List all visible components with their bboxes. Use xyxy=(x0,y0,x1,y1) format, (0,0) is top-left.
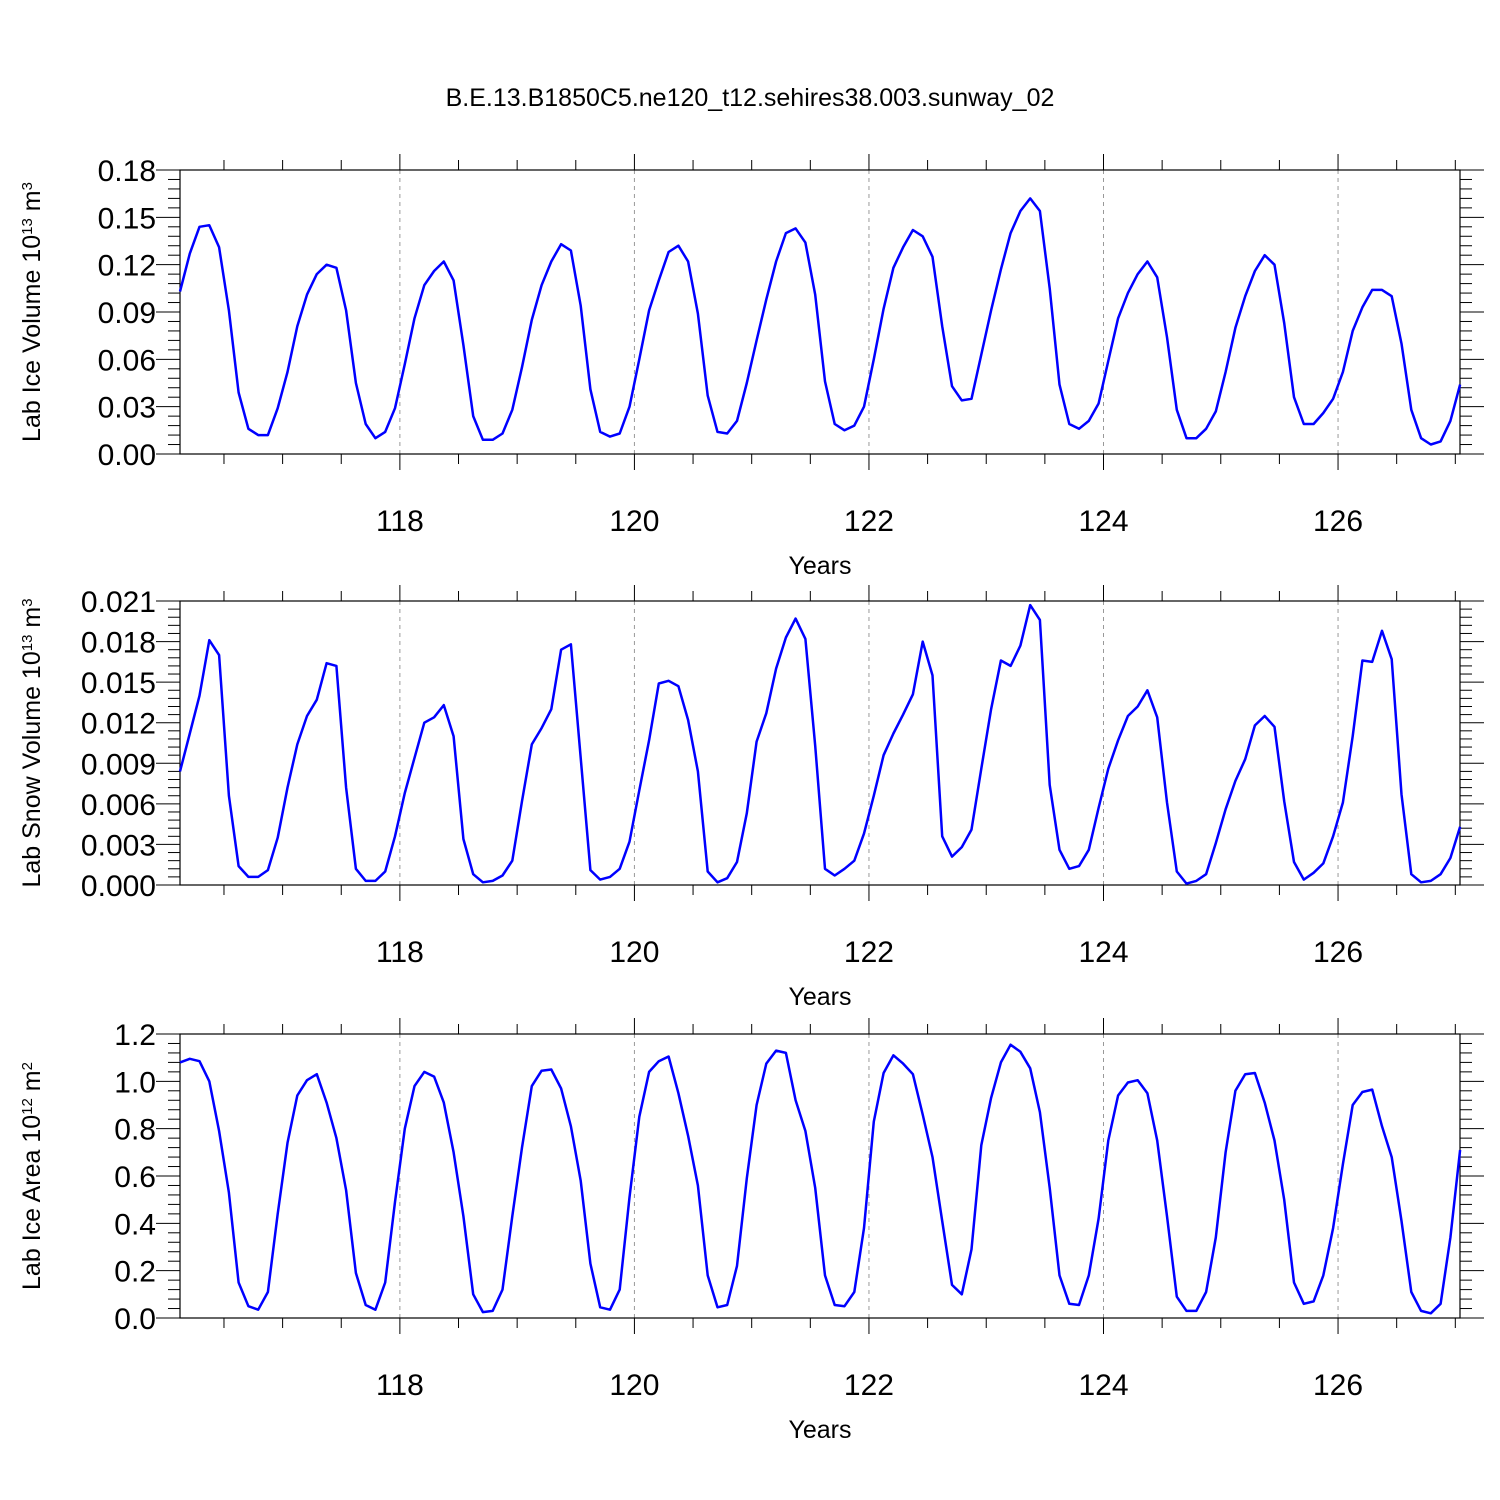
x-tick-label: 122 xyxy=(844,936,894,969)
y-tick-label: 0.12 xyxy=(98,250,156,283)
y-tick-label: 0.006 xyxy=(81,789,156,822)
y-tick-label: 1.2 xyxy=(114,1019,156,1052)
x-tick-label: 122 xyxy=(844,505,894,538)
x-tick-label: 118 xyxy=(376,1369,424,1402)
x-tick-label: 124 xyxy=(1078,1369,1128,1402)
y-tick-label: 0.2 xyxy=(114,1256,156,1289)
y-axis-label-superscript: 12 xyxy=(19,1098,36,1115)
series-line xyxy=(178,603,1462,885)
x-tick-label: 118 xyxy=(376,505,424,538)
x-tick-label: 124 xyxy=(1078,505,1128,538)
y-axis-label: Lab Ice Volume 1013 m3 xyxy=(18,182,46,442)
y-axis-label-text: Lab Snow Volume 10 xyxy=(18,651,46,887)
chart-panel-2: 118 120 122 124 126 Years 0.000 0.003 0.006 0.009… xyxy=(18,585,1484,1011)
y-tick-label: 1.0 xyxy=(114,1066,156,1099)
x-tick-label: 120 xyxy=(609,505,659,538)
y-tick-label: 0.6 xyxy=(114,1161,156,1194)
y-tick-label: 0.015 xyxy=(81,667,156,700)
y-tick-label: 0.06 xyxy=(98,344,156,377)
panels: 118 120 122 124 126Years0.000.030.060.090.12… xyxy=(18,154,1484,1444)
y-axis-label-text: m xyxy=(18,607,46,635)
y-tick-label: 0.00 xyxy=(98,439,156,472)
chart-panel-1: 118 120 122 124 126 Years 0.00 0.03 0.06 0.09 0.12… xyxy=(18,154,1484,580)
y-tick-label: 0.8 xyxy=(114,1114,156,1147)
y-axis-label-text: Lab Ice Volume 10 xyxy=(18,235,46,442)
x-tick-label: 126 xyxy=(1313,505,1363,538)
y-tick-label: 0.18 xyxy=(98,155,156,188)
series-line xyxy=(178,197,1462,446)
x-tick-label: 120 xyxy=(609,1369,659,1402)
series-line xyxy=(179,1043,1462,1315)
y-tick-label: 0.0 xyxy=(114,1303,156,1336)
figure-title: B.E.13.B1850C5.ne120_t12.sehires38.003.s… xyxy=(446,84,1055,112)
x-tick-label: 126 xyxy=(1313,1369,1363,1402)
plot-frame xyxy=(179,600,1461,886)
y-axis-label-superscript: 13 xyxy=(19,218,36,235)
y-tick-label: 0.15 xyxy=(98,202,156,235)
x-tick-label: 126 xyxy=(1313,936,1363,969)
y-tick-label: 0.021 xyxy=(81,586,156,619)
y-tick-label: 0.009 xyxy=(81,748,156,781)
x-axis-label: Years xyxy=(788,1416,851,1444)
plot-frame xyxy=(179,169,1461,455)
y-axis-label-text: m xyxy=(18,190,46,218)
y-axis-label-superscript: 3 xyxy=(19,182,36,190)
x-axis-label: Years xyxy=(788,552,851,580)
y-axis-label-superscript: 2 xyxy=(19,1062,36,1070)
y-axis-label-superscript: 3 xyxy=(19,598,36,606)
y-axis-label-text: Lab Ice Area 10 xyxy=(18,1115,46,1290)
y-tick-label: 0.4 xyxy=(114,1208,156,1241)
y-tick-label: 0.003 xyxy=(81,829,156,862)
plot-frame xyxy=(179,1033,1461,1319)
x-axis-label: Years xyxy=(788,983,851,1011)
y-axis-label-text: m xyxy=(18,1070,46,1098)
chart-panel-3: 118 120 122 124 126Years0.00.20.40.60.81.01.… xyxy=(18,1018,1484,1444)
y-tick-label: 0.09 xyxy=(98,297,156,330)
y-tick-label: 0.018 xyxy=(81,627,156,660)
x-tick-label: 120 xyxy=(609,936,659,969)
x-tick-label: 122 xyxy=(844,1369,894,1402)
y-tick-label: 0.000 xyxy=(81,870,156,903)
y-axis-label: Lab Ice Area 1012 m2 xyxy=(18,1062,46,1290)
x-tick-label: 118 xyxy=(376,936,424,969)
y-axis-label: Lab Snow Volume 1013 m3 xyxy=(18,598,46,887)
y-axis-label-superscript: 13 xyxy=(19,635,36,652)
x-tick-label: 124 xyxy=(1078,936,1128,969)
y-tick-label: 0.012 xyxy=(81,708,156,741)
y-tick-label: 0.03 xyxy=(98,392,156,425)
